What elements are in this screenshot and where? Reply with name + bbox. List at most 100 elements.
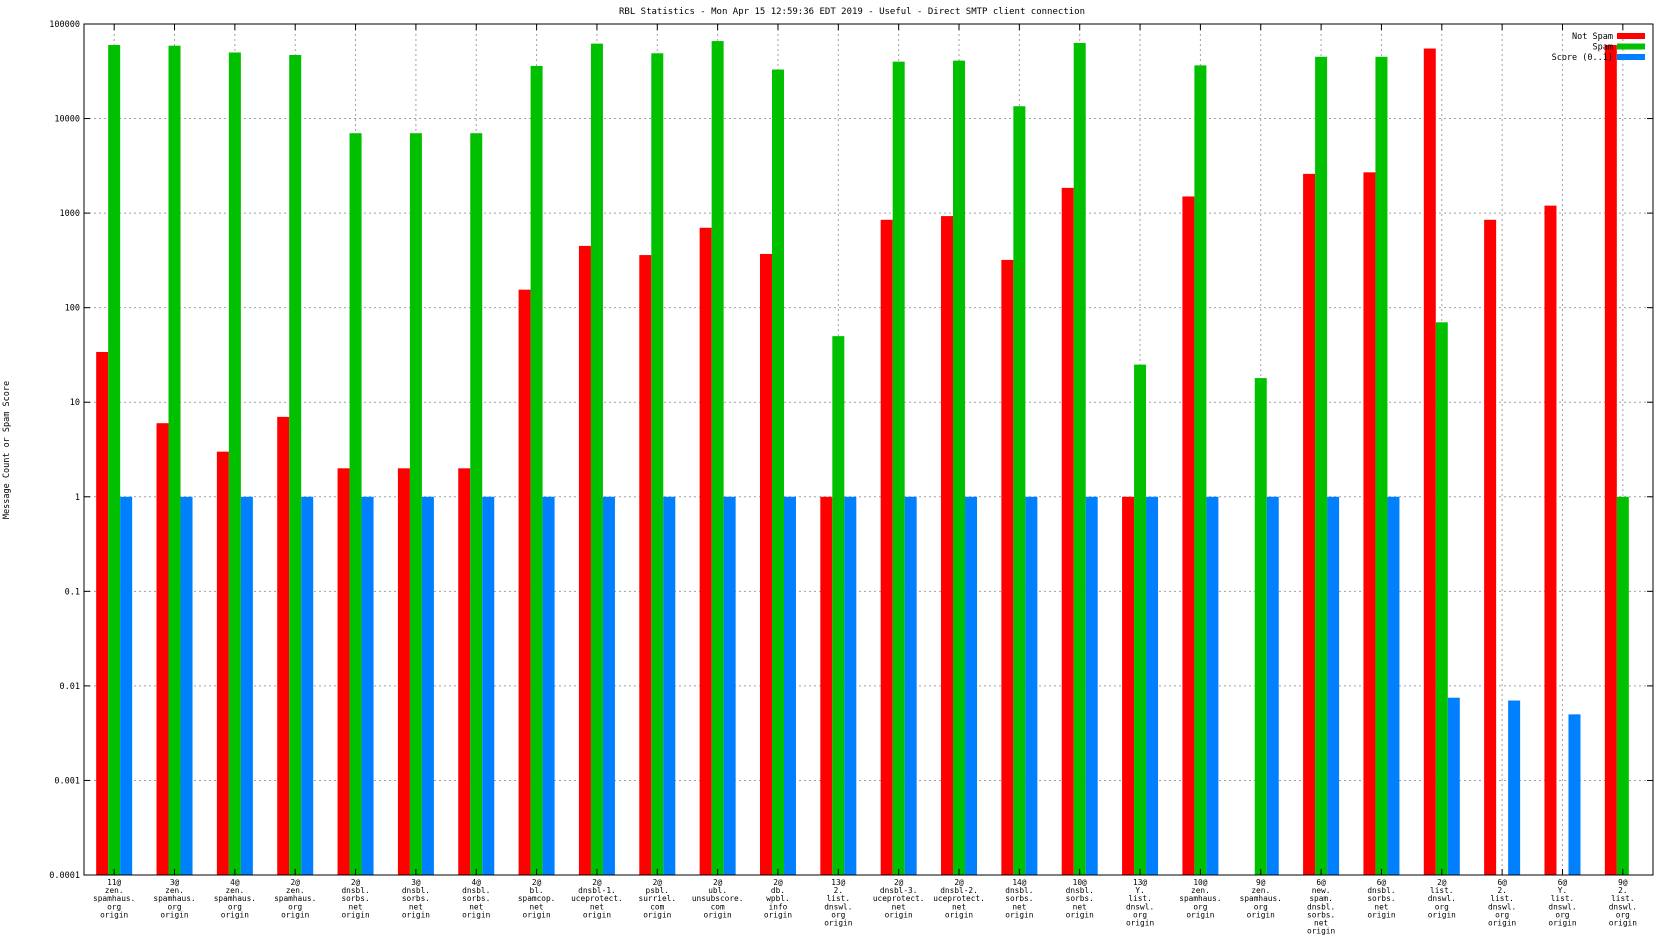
x-tick-label-line: sorbs. xyxy=(1367,894,1395,903)
x-tick-label-line: org xyxy=(1193,902,1207,911)
x-tick-label: 6@ dnsbl. sorbs. net origin xyxy=(1367,878,1395,919)
x-tick-label-line: spamhaus. xyxy=(214,894,256,903)
x-tick-label-line: origin xyxy=(523,910,551,919)
bar-not-spam xyxy=(458,468,471,875)
bar-score-0-1 xyxy=(1266,496,1279,875)
x-tick-label-line: surriel. xyxy=(639,894,677,903)
x-tick-label: 9@ zen. spamhaus. org origin xyxy=(1240,878,1282,919)
x-tick-label-line: Y. xyxy=(1135,886,1144,895)
bar-spam xyxy=(228,52,241,876)
x-tick-label-line: Y. xyxy=(1558,886,1567,895)
bar-score-0-1 xyxy=(783,496,796,875)
x-tick-label: 4@ dnsbl. sorbs. net origin xyxy=(462,878,490,919)
x-tick-label-line: origin xyxy=(462,910,490,919)
bar-score-0-1 xyxy=(723,496,736,875)
x-tick-label-line: origin xyxy=(583,910,611,919)
x-tick-label-line: net xyxy=(349,902,363,911)
y-tick-label: 1 xyxy=(75,493,80,503)
x-tick-label-line: dnsbl-1. xyxy=(578,886,616,895)
x-tick-label-line: list. xyxy=(1551,894,1574,903)
x-tick-label-line: zen. xyxy=(105,886,124,895)
x-tick-label-line: zen. xyxy=(165,886,184,895)
bar-score-0-1 xyxy=(965,496,978,875)
y-tick-label: 100 xyxy=(65,304,80,314)
grid-lines xyxy=(84,23,1653,876)
x-tick-label-line: org xyxy=(288,902,302,911)
x-tick-label-line: 2. xyxy=(1618,886,1627,895)
x-tick-label-line: dnsbl-2. xyxy=(940,886,978,895)
x-tick-label-line: 13@ xyxy=(831,878,845,887)
bar-spam xyxy=(530,65,543,876)
bar-spam xyxy=(1073,42,1086,876)
x-tick-label-line: net xyxy=(530,902,544,911)
x-tick-label-line: dnswl. xyxy=(1488,902,1516,911)
x-tick-label-line: unsubscore. xyxy=(692,894,744,903)
x-tick-label-line: spamcop. xyxy=(518,894,556,903)
x-tick-label-line: 2@ xyxy=(894,878,904,887)
x-tick-label-line: dnsbl. xyxy=(1005,886,1033,895)
bar-score-0-1 xyxy=(1085,496,1098,875)
bar-not-spam xyxy=(1604,44,1617,875)
x-tick-label: 2@ dnsbl. sorbs. net origin xyxy=(341,878,369,919)
x-tick-label: 9@ 2. list. dnswl. org origin xyxy=(1609,878,1637,928)
bar-not-spam xyxy=(1122,496,1135,875)
bar-spam xyxy=(1013,106,1026,876)
bar-score-0-1 xyxy=(482,496,495,875)
bar-spam xyxy=(771,69,784,876)
bar-score-0-1 xyxy=(1447,697,1460,875)
bar-spam xyxy=(711,41,724,876)
x-tick-label-line: list. xyxy=(1490,894,1513,903)
x-tick-label-line: origin xyxy=(1126,919,1154,928)
bar-spam xyxy=(289,55,302,876)
x-tick-label-line: 6@ xyxy=(1558,878,1568,887)
x-tick-label-line: origin xyxy=(1609,919,1637,928)
x-tick-label: 10@ dnsbl. sorbs. net origin xyxy=(1066,878,1094,919)
x-tick-label-line: net xyxy=(1314,919,1328,928)
x-tick-label-line: net xyxy=(469,902,483,911)
y-tick-label: 10000 xyxy=(54,115,80,125)
x-tick-label-line: dnsbl. xyxy=(462,886,490,895)
bar-not-spam xyxy=(820,496,833,875)
x-tick-label-line: 10@ xyxy=(1073,878,1087,887)
bar-not-spam xyxy=(1423,48,1436,875)
x-tick-label-line: origin xyxy=(1066,910,1094,919)
bar-spam xyxy=(1134,364,1147,875)
x-tick-label-line: 6@ xyxy=(1316,878,1326,887)
x-tick-label-line: origin xyxy=(402,910,430,919)
y-tick-label: 10 xyxy=(70,398,80,408)
bar-score-0-1 xyxy=(844,496,857,875)
bar-not-spam xyxy=(639,255,652,875)
bar-spam xyxy=(590,43,603,876)
bar-score-0-1 xyxy=(1206,496,1219,875)
bar-score-0-1 xyxy=(904,496,917,875)
x-tick-label-line: 9@ xyxy=(1618,878,1628,887)
x-tick-label-line: 2@ xyxy=(1437,878,1447,887)
x-tick-label-line: origin xyxy=(885,910,913,919)
x-tick-label-line: zen. xyxy=(286,886,305,895)
bar-score-0-1 xyxy=(1327,496,1340,875)
x-tick-label-line: dnsbl. xyxy=(402,886,430,895)
x-tick-label-line: 9@ xyxy=(1256,878,1266,887)
bar-not-spam xyxy=(699,227,712,876)
x-tick-label-line: com xyxy=(650,902,664,911)
bar-score-0-1 xyxy=(1387,496,1400,875)
x-tick-label-line: org xyxy=(1555,910,1569,919)
bar-not-spam xyxy=(880,219,893,876)
bar-score-0-1 xyxy=(120,496,133,875)
y-axis-label: Message Count or Spam Score xyxy=(2,381,12,519)
x-tick-label: 3@ zen. spamhaus. org origin xyxy=(153,878,195,919)
x-tick-label-line: psbl. xyxy=(646,886,669,895)
x-tick-label-line: origin xyxy=(1186,910,1214,919)
bar-not-spam xyxy=(941,216,954,876)
x-tick-label-line: 2@ xyxy=(532,878,542,887)
x-tick-label-line: 2. xyxy=(834,886,843,895)
x-tick-label-line: org xyxy=(1133,910,1147,919)
x-tick-label: 2@ bl. spamcop. net origin xyxy=(518,878,556,919)
x-tick-label-line: origin xyxy=(281,910,309,919)
x-tick-label-line: 6@ xyxy=(1377,878,1387,887)
x-tick-label-line: org xyxy=(831,910,845,919)
x-tick-label-line: 2@ xyxy=(954,878,964,887)
bar-score-0-1 xyxy=(663,496,676,875)
bar-spam xyxy=(168,45,181,875)
